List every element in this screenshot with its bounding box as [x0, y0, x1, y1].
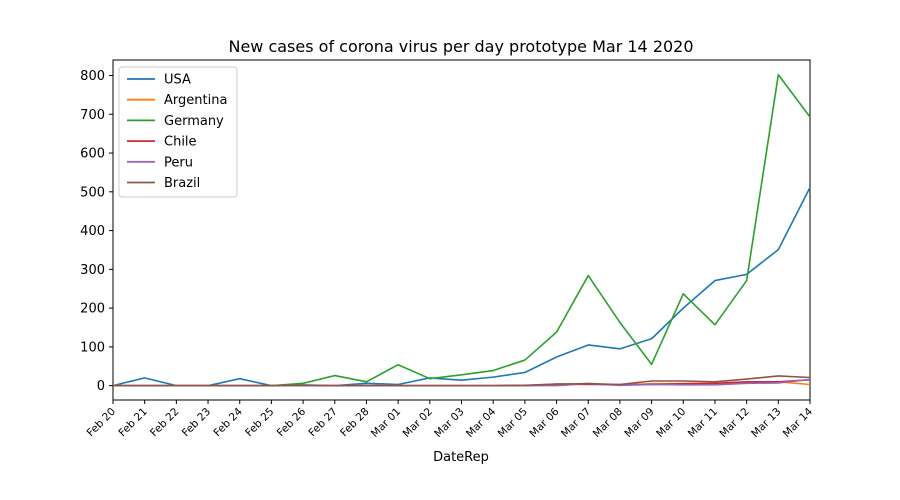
legend-label-argentina: Argentina [164, 93, 227, 108]
y-tick-label: 100 [80, 340, 105, 355]
y-tick-label: 0 [97, 379, 105, 394]
x-tick-label: Mar 09 [622, 406, 656, 440]
y-tick-label: 200 [80, 302, 105, 317]
y-tick-label: 500 [80, 185, 105, 200]
x-tick-label: Feb 24 [211, 405, 245, 439]
legend-label-chile: Chile [164, 135, 197, 150]
y-tick-label: 600 [80, 147, 105, 162]
x-tick-label: Mar 06 [527, 405, 562, 440]
legend-label-usa: USA [164, 73, 191, 88]
x-tick-label: Feb 20 [85, 406, 118, 439]
legend: USA Argentina Germany Chile Peru Brazil [118, 66, 238, 198]
x-tick-label: Feb 27 [306, 406, 339, 439]
chart-title: New cases of corona virus per day protot… [228, 37, 693, 56]
series-lines [112, 73, 811, 387]
series-line-usa [112, 187, 811, 387]
x-tick-label: Mar 07 [559, 406, 593, 440]
x-tick-label: Mar 14 [781, 405, 816, 440]
legend-label-brazil: Brazil [164, 176, 200, 191]
x-tick-label: Mar 03 [432, 406, 466, 440]
x-tick-label: Feb 26 [275, 405, 309, 439]
y-tick-label: 700 [80, 108, 105, 123]
x-tick-label: Feb 21 [116, 406, 149, 439]
series-line-brazil [113, 375, 811, 387]
x-tick-label: Mar 08 [591, 406, 625, 440]
x-tick-label: Mar 02 [401, 406, 435, 440]
y-tick-label: 400 [80, 224, 105, 239]
x-tick-label: Feb 28 [338, 406, 371, 439]
legend-label-germany: Germany [164, 114, 224, 129]
y-tick-label: 300 [80, 263, 105, 278]
x-tick-label: Mar 01 [369, 406, 403, 440]
legend-label-peru: Peru [164, 155, 193, 170]
x-tick-label: Feb 23 [180, 406, 213, 439]
x-tick-label: Mar 11 [686, 406, 720, 440]
x-tick-label: Mar 05 [496, 406, 530, 440]
x-tick-label: Feb 25 [243, 406, 276, 439]
x-axis-label: DateRep [433, 450, 489, 465]
x-tick-label: Mar 13 [749, 406, 783, 440]
x-tick-label: Mar 04 [464, 405, 499, 440]
y-tick-label: 800 [80, 69, 105, 84]
x-tick-label: Mar 10 [654, 406, 688, 440]
x-tick-label: Feb 22 [148, 406, 181, 439]
x-tick-label: Mar 12 [717, 406, 751, 440]
y-axis: 0 100 200 300 400 500 600 700 800 [80, 69, 113, 394]
